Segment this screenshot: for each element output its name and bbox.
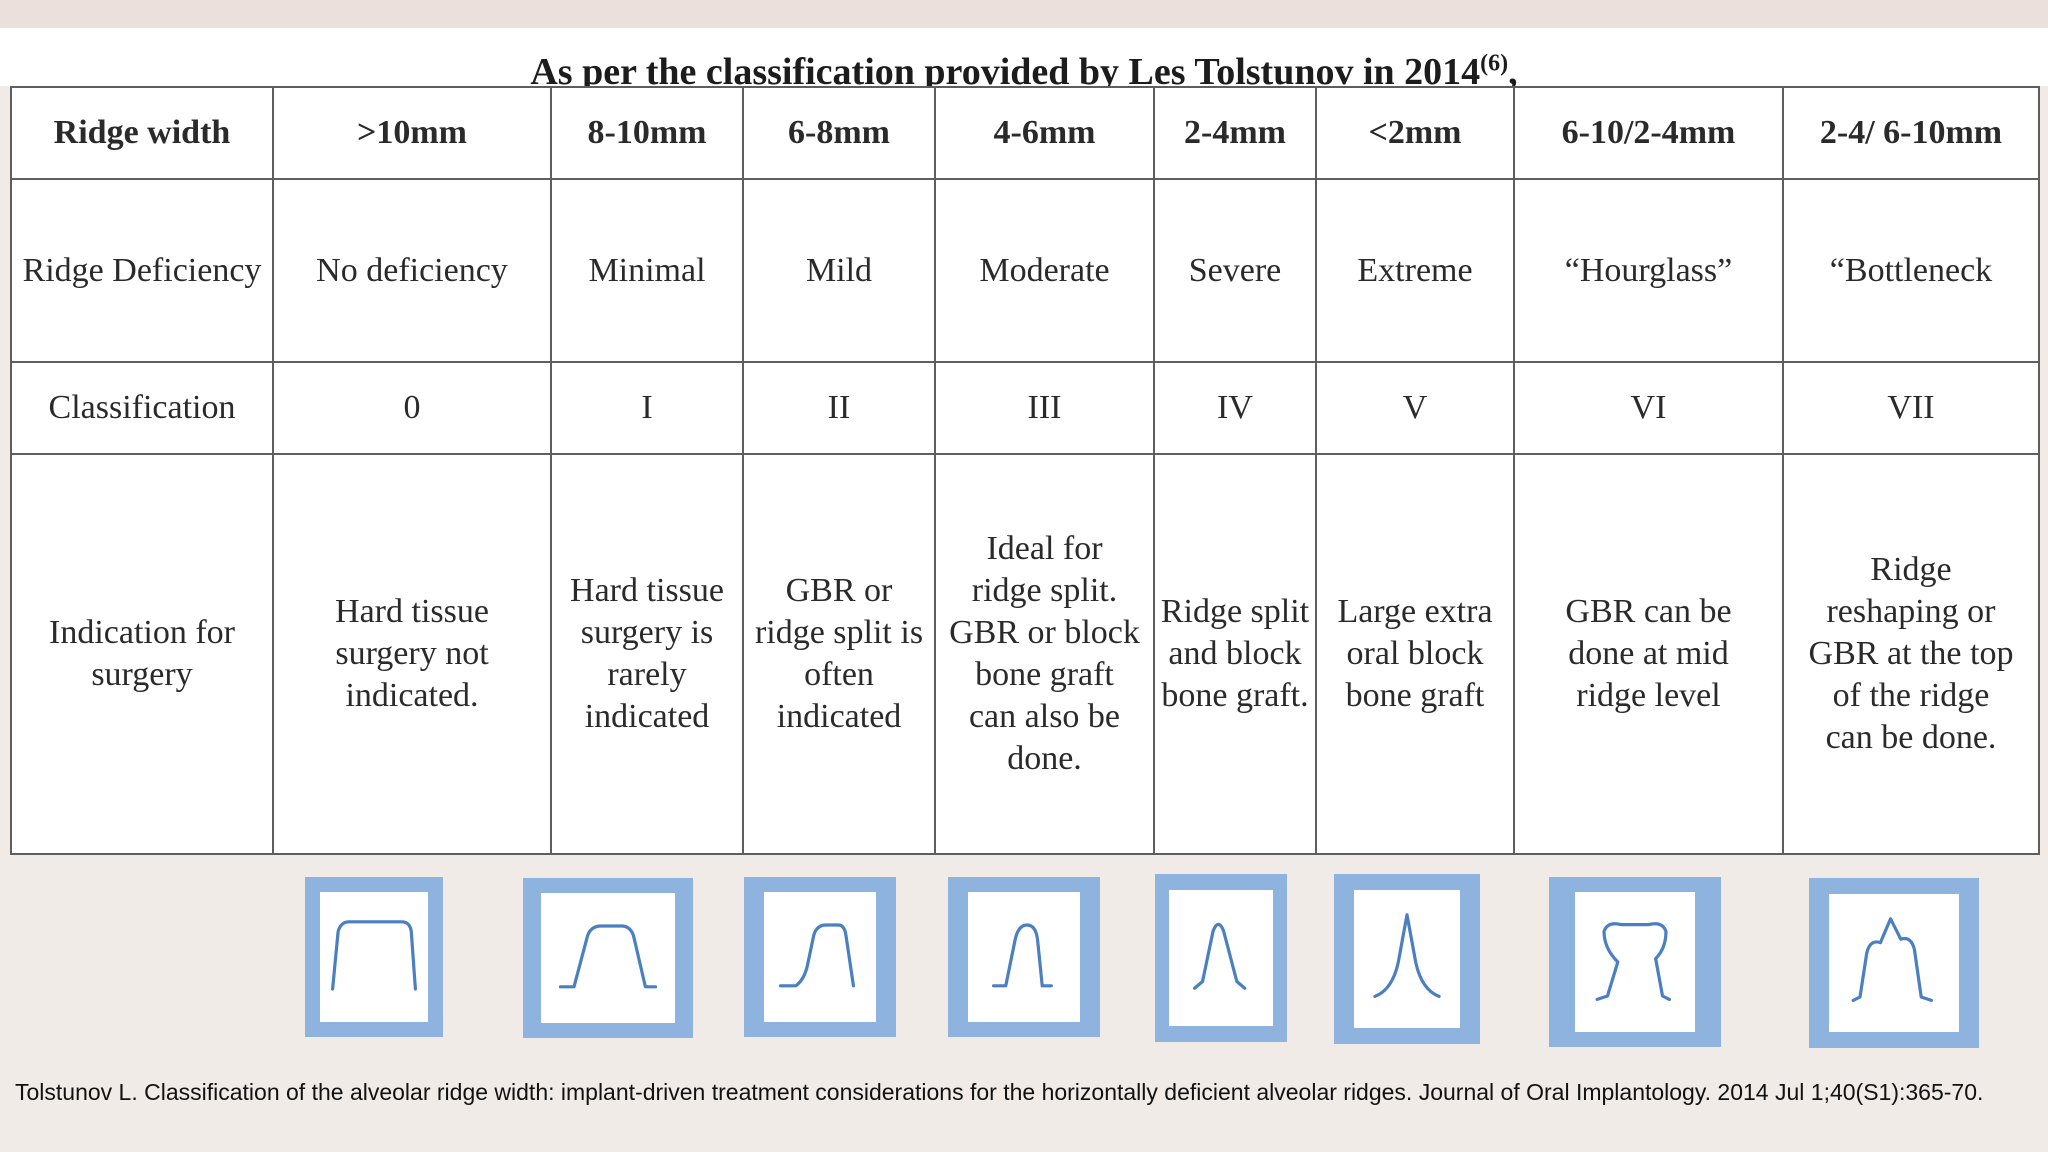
row-header-classification: Classification — [10, 361, 274, 455]
table-cell: Ridge reshaping or GBR at the top of the… — [1782, 453, 2040, 855]
table-cell: 8-10mm — [550, 86, 744, 180]
table-cell: >10mm — [272, 86, 552, 180]
table-cell: VI — [1513, 361, 1784, 455]
ridge-class-0-icon — [305, 877, 443, 1037]
table-cell: V — [1315, 361, 1515, 455]
ridge-class-iv-icon — [1155, 874, 1287, 1042]
table-cell: Extreme — [1315, 178, 1515, 363]
table-cell: “Hourglass” — [1513, 178, 1784, 363]
table-cell: 6-10/2-4mm — [1513, 86, 1784, 180]
ridge-class-i-icon — [523, 878, 693, 1038]
table-cell: Severe — [1153, 178, 1317, 363]
table-cell: Ridge split and block bone graft. — [1153, 453, 1317, 855]
title-area: As per the classification provided by Le… — [0, 28, 2048, 93]
table-cell: 2-4/ 6-10mm — [1782, 86, 2040, 180]
top-band — [0, 0, 2048, 28]
table-row: Indication for surgery Hard tissue surge… — [10, 453, 2040, 855]
table-cell: GBR can be done at mid ridge level — [1513, 453, 1784, 855]
table-cell: 6-8mm — [742, 86, 936, 180]
ridge-class-iii-icon — [948, 877, 1100, 1037]
title-reference: (6) — [1480, 50, 1509, 77]
table-cell: I — [550, 361, 744, 455]
ridge-class-v-icon — [1334, 874, 1480, 1044]
ridge-class-ii-icon — [744, 877, 896, 1037]
ridge-class-vii-icon — [1809, 878, 1979, 1048]
table-cell: GBR or ridge split is often indicated — [742, 453, 936, 855]
title-suffix: , — [1508, 51, 1518, 93]
table-cell: Moderate — [934, 178, 1155, 363]
table-cell: IV — [1153, 361, 1317, 455]
table-cell: 0 — [272, 361, 552, 455]
table-row: Ridge Deficiency No deficiency Minimal M… — [10, 178, 2040, 363]
table-cell: Ideal for ridge split. GBR or block bone… — [934, 453, 1155, 855]
table-cell: <2mm — [1315, 86, 1515, 180]
table-cell: Mild — [742, 178, 936, 363]
table-row: Ridge width >10mm 8-10mm 6-8mm 4-6mm 2-4… — [10, 86, 2040, 180]
table-cell: VII — [1782, 361, 2040, 455]
table-cell: Hard tissue surgery not indicated. — [272, 453, 552, 855]
table-cell: II — [742, 361, 936, 455]
table-cell: Hard tissue surgery is rarely indicated — [550, 453, 744, 855]
table-cell: 4-6mm — [934, 86, 1155, 180]
classification-table: Ridge width >10mm 8-10mm 6-8mm 4-6mm 2-4… — [10, 86, 2040, 855]
row-header-ridge-deficiency: Ridge Deficiency — [10, 178, 274, 363]
table-cell: 2-4mm — [1153, 86, 1317, 180]
table-cell: No deficiency — [272, 178, 552, 363]
table-cell: Minimal — [550, 178, 744, 363]
table-cell: III — [934, 361, 1155, 455]
row-header-ridge-width: Ridge width — [10, 86, 274, 180]
row-header-indication: Indication for surgery — [10, 453, 274, 855]
table-cell: Large extra oral block bone graft — [1315, 453, 1515, 855]
table-row: Classification 0 I II III IV V VI VII — [10, 361, 2040, 455]
ridge-class-vi-icon — [1549, 877, 1721, 1047]
table-cell: “Bottleneck — [1782, 178, 2040, 363]
ridge-profile-icons — [0, 860, 2048, 1060]
citation: Tolstunov L. Classification of the alveo… — [15, 1079, 1984, 1105]
